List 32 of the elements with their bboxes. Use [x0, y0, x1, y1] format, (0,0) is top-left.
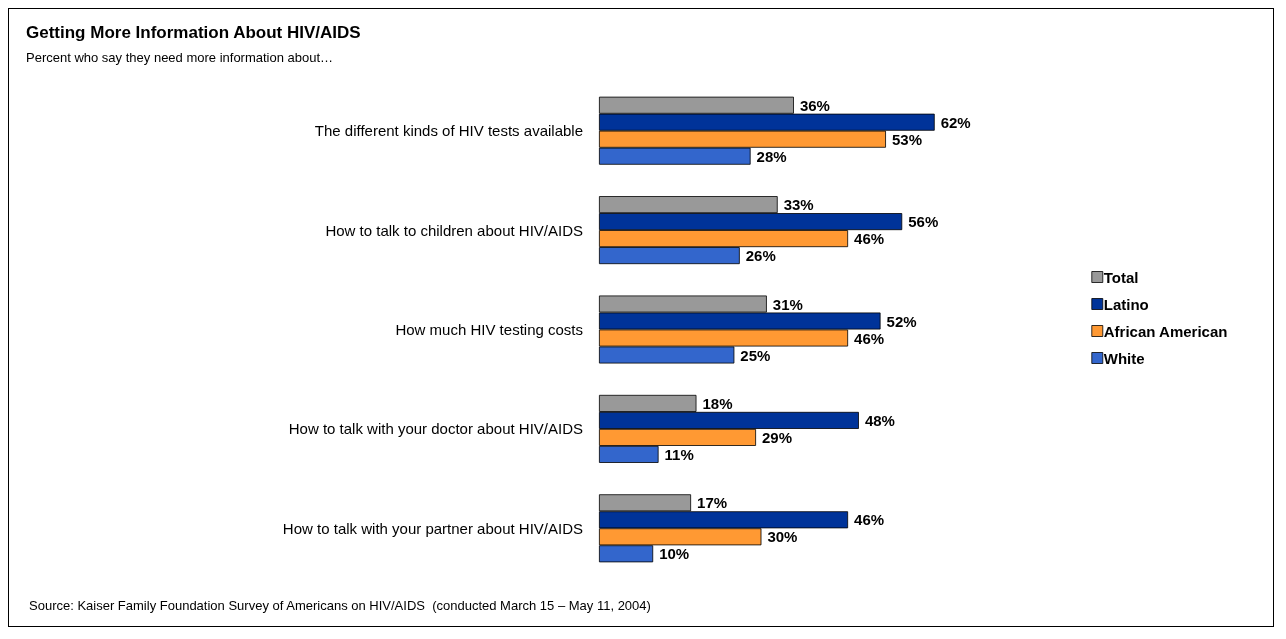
data-label: 31% — [772, 295, 803, 313]
text: Percent who say they need more information about… — [26, 50, 334, 65]
y-tick-label: The different kinds of HIV tests available — [314, 122, 583, 140]
data-label: 33% — [783, 196, 814, 214]
data-label: 46% — [854, 329, 885, 347]
legend-label: Total — [1103, 268, 1139, 286]
data-label: 11% — [664, 445, 694, 463]
data-label: 36% — [799, 96, 830, 114]
data-label: 46% — [854, 230, 885, 248]
data-label: 52% — [886, 312, 917, 330]
legend-label: White — [1103, 349, 1145, 367]
data-label: 17% — [697, 494, 728, 512]
data-label: 30% — [767, 528, 798, 546]
data-label: 10% — [659, 545, 690, 563]
data-label: 53% — [891, 130, 922, 148]
data-label: 29% — [762, 428, 793, 446]
legend-label: African American — [1103, 322, 1228, 340]
y-tick-label: How to talk with your partner about HIV/AIDS — [282, 519, 583, 537]
text: Getting More Information About HIV/AIDS — [26, 23, 361, 42]
y-tick-label: How much HIV testing costs — [395, 321, 583, 338]
data-label: 48% — [864, 411, 895, 429]
data-label: 28% — [756, 147, 787, 165]
legend-label: Latino — [1103, 295, 1149, 313]
y-tick-label: How to talk to children about HIV/AIDS — [325, 221, 583, 239]
y-tick-label: How to talk with your doctor about HIV/AIDS — [288, 420, 583, 438]
data-label: 56% — [908, 213, 939, 231]
source-note: Source: Kaiser Family Foundation Survey of Americans on HIV/AIDS (conducted March 15 – May 11, 2004) — [29, 598, 651, 613]
data-label: 18% — [702, 394, 733, 412]
data-label: 46% — [854, 511, 885, 529]
data-label: 62% — [940, 113, 971, 131]
data-label: 26% — [745, 247, 776, 265]
data-label: 25% — [740, 346, 771, 364]
